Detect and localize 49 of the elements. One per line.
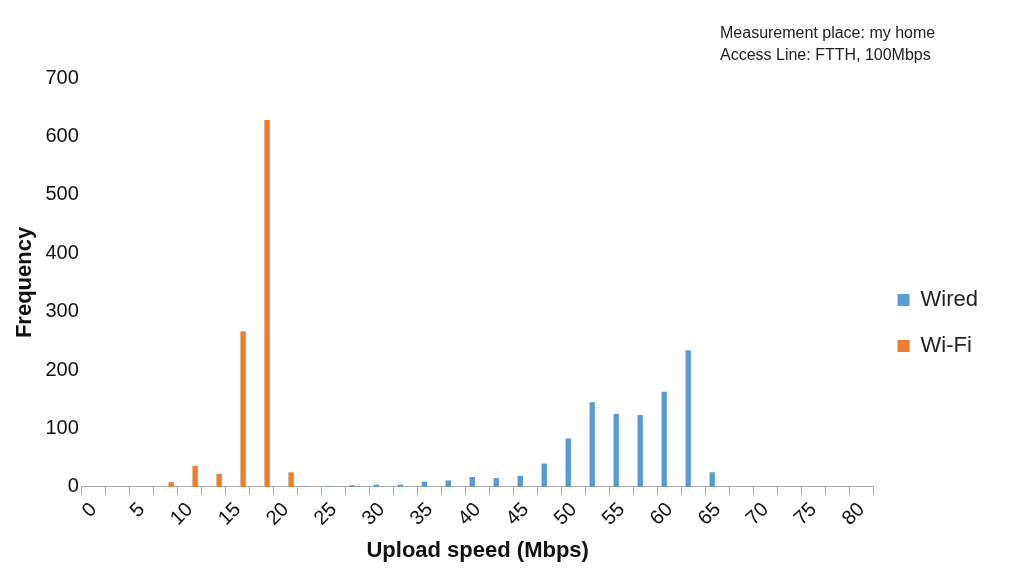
y-tick-label: 100 xyxy=(45,416,79,438)
bar xyxy=(445,480,451,487)
bar xyxy=(637,415,643,487)
bar xyxy=(541,463,547,487)
y-axis-title: Frequency xyxy=(11,226,37,339)
x-axis-title: Upload speed (Mbps) xyxy=(366,536,589,562)
y-tick-label: 700 xyxy=(45,65,79,88)
bar xyxy=(661,391,667,487)
x-tick-label: 30 xyxy=(357,497,389,529)
bar xyxy=(469,476,475,487)
bar xyxy=(493,478,499,487)
x-tick-label: 25 xyxy=(309,497,341,529)
x-tick-label: 50 xyxy=(549,497,581,529)
bar xyxy=(709,472,715,487)
y-tick-label: 300 xyxy=(45,299,79,322)
x-tick-label: 80 xyxy=(836,497,869,529)
bar xyxy=(589,402,595,487)
bar xyxy=(517,475,523,487)
legend-label: Wired xyxy=(920,286,978,312)
bar xyxy=(168,482,174,487)
x-tick-label: 20 xyxy=(261,497,293,529)
x-tick-label: 45 xyxy=(501,497,533,529)
x-tick-label: 15 xyxy=(213,497,245,529)
bar xyxy=(216,474,222,487)
y-tick-label: 0 xyxy=(67,474,79,497)
y-tick-label: 600 xyxy=(45,123,79,146)
text: Access Line: FTTH, 100Mbps xyxy=(720,46,931,64)
x-tick-label: 60 xyxy=(645,497,677,529)
y-tick-label: 400 xyxy=(45,240,79,263)
x-tick-label: 0 xyxy=(77,497,101,521)
bar xyxy=(613,413,619,487)
y-tick-label: 200 xyxy=(45,357,79,380)
x-tick-label: 5 xyxy=(125,497,149,521)
x-tick-label: 70 xyxy=(741,497,773,529)
bar xyxy=(192,465,198,487)
x-tick-label: 55 xyxy=(597,497,629,529)
bar xyxy=(565,438,571,487)
text: Measurement place: my home xyxy=(720,24,936,42)
bar xyxy=(240,331,246,487)
bar xyxy=(288,472,294,487)
legend-label: Wi-Fi xyxy=(920,332,972,358)
bar xyxy=(264,120,270,487)
bar xyxy=(685,350,691,487)
x-tick-label: 10 xyxy=(165,497,197,529)
y-tick-label: 500 xyxy=(45,182,79,205)
x-tick-label: 65 xyxy=(693,497,725,529)
x-tick-label: 75 xyxy=(789,497,821,529)
x-tick-label: 35 xyxy=(405,497,437,529)
x-tick-label: 40 xyxy=(453,497,485,529)
